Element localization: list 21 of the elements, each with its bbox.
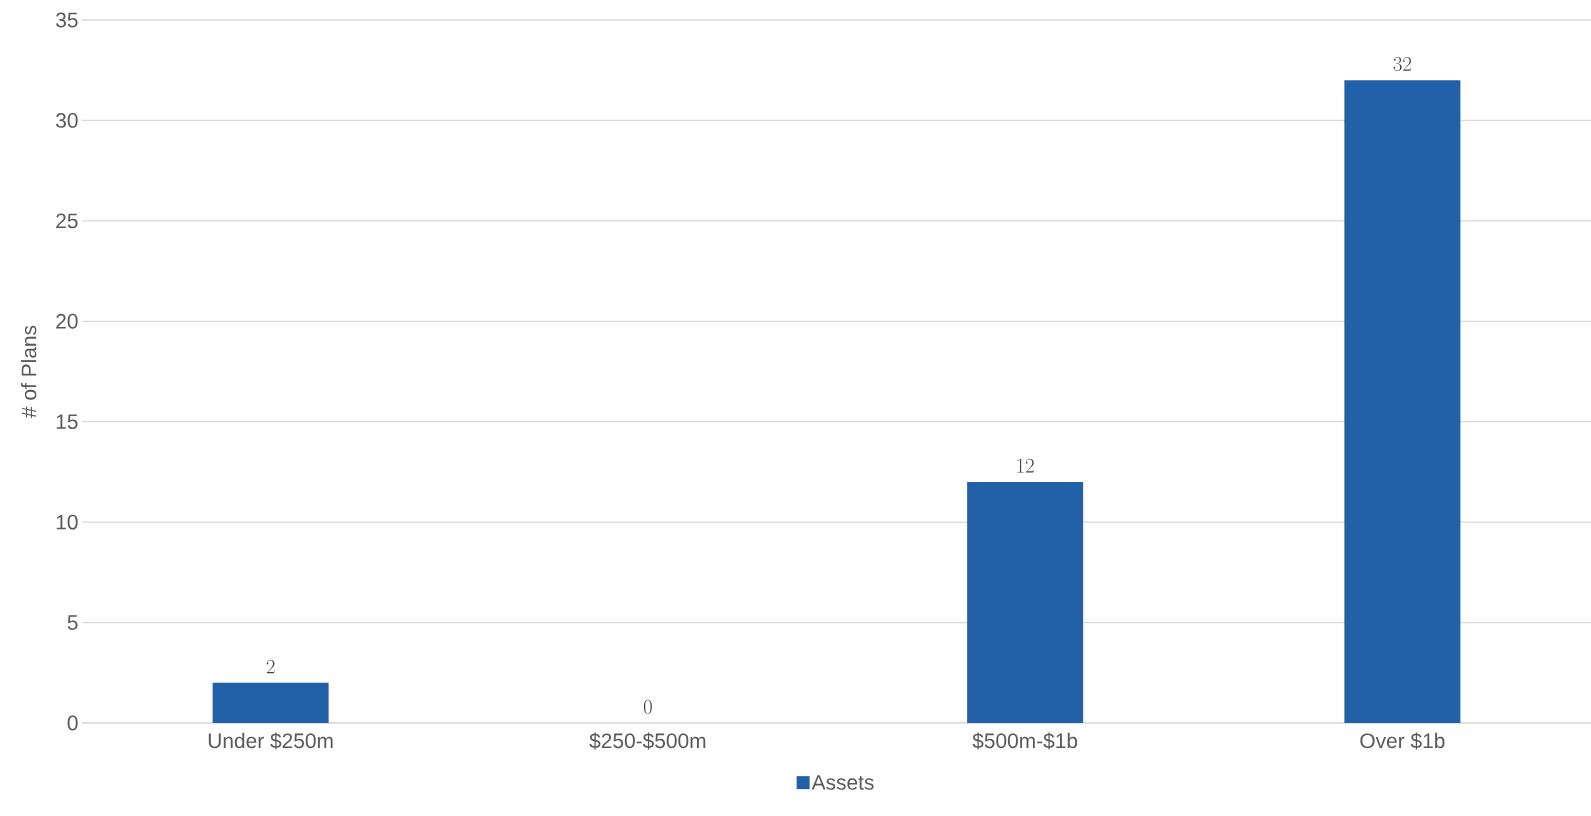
x-tick-label: Over $1b [1360, 732, 1445, 750]
bar [967, 481, 1084, 723]
data-label: 0 [643, 699, 652, 714]
y-tick-label: 10 [56, 514, 78, 530]
data-label: 32 [1393, 57, 1411, 72]
x-tick-label: $500m-$1b [972, 732, 1078, 750]
legend-label: Assets [811, 775, 874, 790]
y-tick-label: 15 [56, 414, 78, 430]
y-tick-label: 5 [67, 615, 78, 630]
y-tick-label: 35 [56, 12, 78, 28]
y-tick-label: 30 [56, 113, 78, 128]
y-tick-label: 20 [56, 313, 78, 329]
bar [212, 682, 329, 723]
y-tick-label: 25 [56, 213, 78, 229]
y-axis-title: # of Plans [21, 325, 37, 418]
data-label: 2 [266, 659, 275, 674]
x-tick-label: $250-$500m [589, 732, 706, 750]
y-tick-label: 0 [67, 715, 78, 731]
x-tick-label: Under $250m [208, 732, 333, 750]
data-label: 12 [1017, 458, 1034, 473]
bar [1344, 80, 1461, 723]
